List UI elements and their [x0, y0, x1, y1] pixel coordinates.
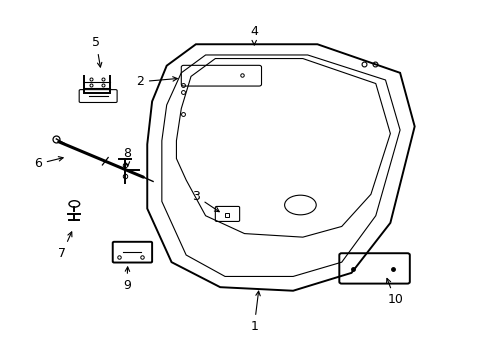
Text: 6: 6 [34, 157, 63, 170]
Text: 3: 3 [192, 190, 219, 212]
Text: 4: 4 [250, 25, 258, 45]
Text: 1: 1 [250, 291, 260, 333]
Text: 7: 7 [58, 232, 72, 260]
Text: 2: 2 [136, 75, 177, 88]
Text: 9: 9 [122, 267, 130, 292]
Text: 5: 5 [92, 36, 102, 67]
Text: 10: 10 [386, 278, 402, 306]
Text: 8: 8 [122, 147, 131, 166]
